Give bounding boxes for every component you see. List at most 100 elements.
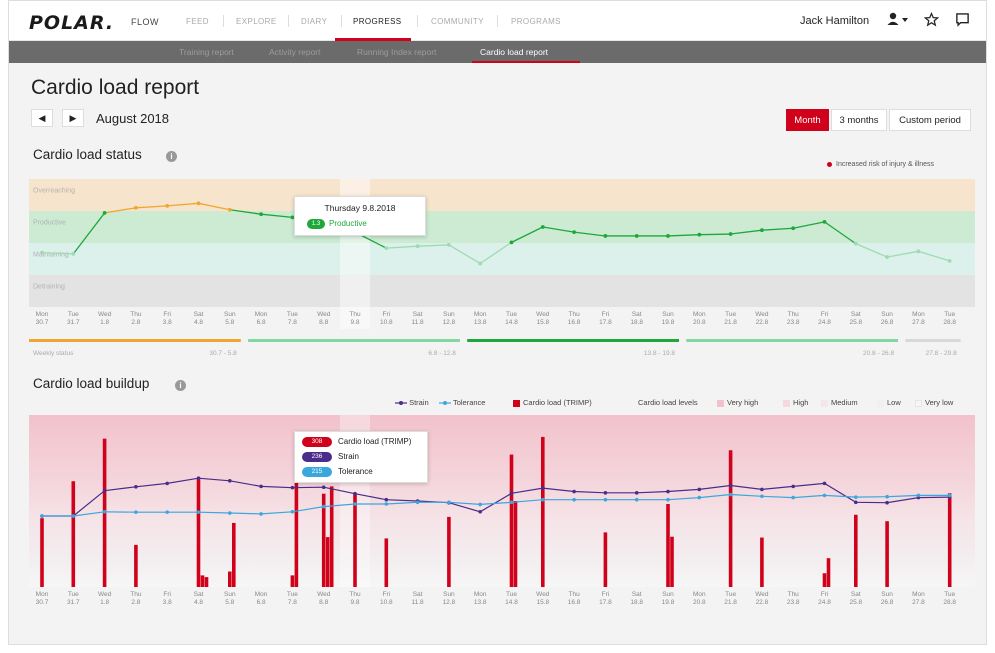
buildup-legend: Strain Tolerance Cardio load (TRIMP) Car… [395, 398, 977, 408]
weekly-range-label: 13.8 - 19.8 [644, 350, 675, 357]
tick-label-date: 12.8 [443, 319, 456, 326]
tick-label-day: Thu [788, 311, 800, 318]
tooltip-tolerance-label: Tolerance [338, 467, 373, 476]
legend-tolerance: Tolerance [439, 398, 485, 407]
tick-label-date: 7.8 [288, 319, 297, 326]
tick-label-day: Mon [36, 591, 49, 598]
chat-icon[interactable] [955, 12, 970, 29]
tolerance-point [134, 510, 138, 514]
cardio-load-bar [541, 436, 545, 587]
weekly-status-label: Weekly status [33, 350, 74, 357]
nav-community[interactable]: COMMUNITY [431, 17, 484, 26]
nav-programs[interactable]: PROGRAMS [511, 17, 561, 26]
legend-very-low-label: Very low [925, 398, 954, 407]
star-icon[interactable] [923, 11, 940, 29]
tick-label-day: Wed [755, 311, 769, 318]
tick-label-date: 2.8 [131, 599, 140, 606]
nav-feed[interactable]: FEED [186, 17, 209, 26]
status-line-segment [261, 213, 293, 219]
nav-diary[interactable]: DIARY [301, 17, 328, 26]
tick-label-day: Fri [602, 591, 610, 598]
strain-point [572, 489, 576, 494]
status-point [540, 225, 545, 229]
tick-label-day: Thu [349, 591, 361, 598]
legend-high: High [783, 398, 808, 407]
status-line-segment [667, 234, 700, 237]
tick-label-date: 19.8 [662, 599, 675, 606]
legend-very-high-label: Very high [727, 398, 759, 407]
tick-label-day: Sat [632, 311, 642, 318]
tick-label-day: Sun [881, 311, 893, 318]
status-line-segment [824, 221, 857, 245]
period-month-button[interactable]: Month [786, 109, 829, 131]
status-point [916, 249, 921, 254]
tick-label-date: 13.8 [474, 599, 487, 606]
period-custom-button[interactable]: Custom period [889, 109, 971, 131]
info-icon[interactable]: i [175, 380, 186, 391]
tick-label-date: 7.8 [288, 599, 297, 606]
status-point [40, 250, 44, 255]
weekly-range-label: 30.7 - 5.8 [209, 350, 237, 357]
tick-label-day: Mon [693, 311, 706, 318]
zone-label: Maintaining [33, 251, 69, 258]
user-name[interactable]: Jack Hamilton [800, 15, 870, 27]
tick-label-day: Tue [944, 311, 955, 318]
tick-label-date: 27.8 [912, 599, 925, 606]
tick-label-date: 28.8 [943, 319, 956, 326]
prev-month-button[interactable]: ◀ [31, 109, 53, 127]
tick-label-date: 21.8 [724, 599, 737, 606]
tick-label-day: Wed [755, 591, 769, 598]
tick-label-day: Tue [68, 311, 79, 318]
strain-point [196, 476, 201, 481]
tooltip-tolerance-value: 215 [302, 467, 332, 477]
tick-label-day: Fri [821, 591, 829, 598]
tab-running-index-report[interactable]: Running Index report [357, 47, 437, 57]
tab-activity-report[interactable]: Activity report [269, 47, 321, 57]
legend-strain: Strain [395, 398, 429, 407]
tab-cardio-load-report[interactable]: Cardio load report [480, 47, 549, 57]
tick-label-date: 27.8 [912, 319, 925, 326]
tolerance-point [290, 509, 295, 514]
tick-label-day: Thu [788, 591, 800, 598]
tick-label-date: 8.8 [319, 319, 328, 326]
tick-label-date: 20.8 [693, 599, 706, 606]
tick-label-day: Mon [474, 311, 487, 318]
tick-label-date: 22.8 [756, 319, 769, 326]
user-menu-icon[interactable] [887, 12, 909, 28]
tick-label-date: 23.8 [787, 599, 800, 606]
strain-point [697, 487, 702, 492]
period-3-months-button[interactable]: 3 months [831, 109, 887, 131]
nav-progress[interactable]: PROGRESS [353, 17, 402, 26]
zone-band [29, 179, 975, 211]
tick-label-date: 20.8 [693, 319, 706, 326]
tolerance-point [634, 497, 639, 502]
page-title: Cardio load report [31, 76, 200, 99]
app-window: POLAR. FLOW FEED EXPLORE DIARY PROGRESS … [8, 0, 987, 645]
cardio-load-status-chart[interactable]: Overreaching Productive Maintaining Detrain… [29, 177, 975, 367]
next-month-button[interactable]: ▶ [62, 109, 84, 127]
polar-logo[interactable]: POLAR. [29, 12, 115, 34]
tick-label-day: Sun [224, 591, 236, 598]
tick-label-date: 21.8 [724, 319, 737, 326]
tick-label-day: Sun [443, 311, 455, 318]
strain-point [228, 478, 232, 483]
status-point [853, 241, 858, 246]
tick-label-day: Wed [536, 591, 550, 598]
tick-label-day: Sun [662, 311, 674, 318]
active-tab-indicator [472, 61, 580, 63]
tolerance-point [791, 495, 795, 500]
cardio-load-buildup-chart[interactable]: Mon30.7Tue31.7Wed1.8Thu2.8Fri3.8Sat4.8Su… [29, 415, 975, 615]
tolerance-point [822, 493, 827, 498]
nav-explore[interactable]: EXPLORE [236, 17, 277, 26]
tick-label-day: Wed [98, 311, 112, 318]
status-line-segment [730, 229, 762, 235]
info-icon[interactable]: i [166, 151, 177, 162]
nav-divider [497, 15, 498, 27]
cardio-load-bar [321, 493, 326, 587]
tab-training-report[interactable]: Training report [179, 47, 234, 57]
status-line-segment [72, 212, 106, 255]
strain-point [165, 481, 169, 486]
tick-label-day: Thu [568, 311, 580, 318]
buildup-section-title: Cardio load buildup [33, 376, 150, 391]
status-point [196, 201, 201, 206]
